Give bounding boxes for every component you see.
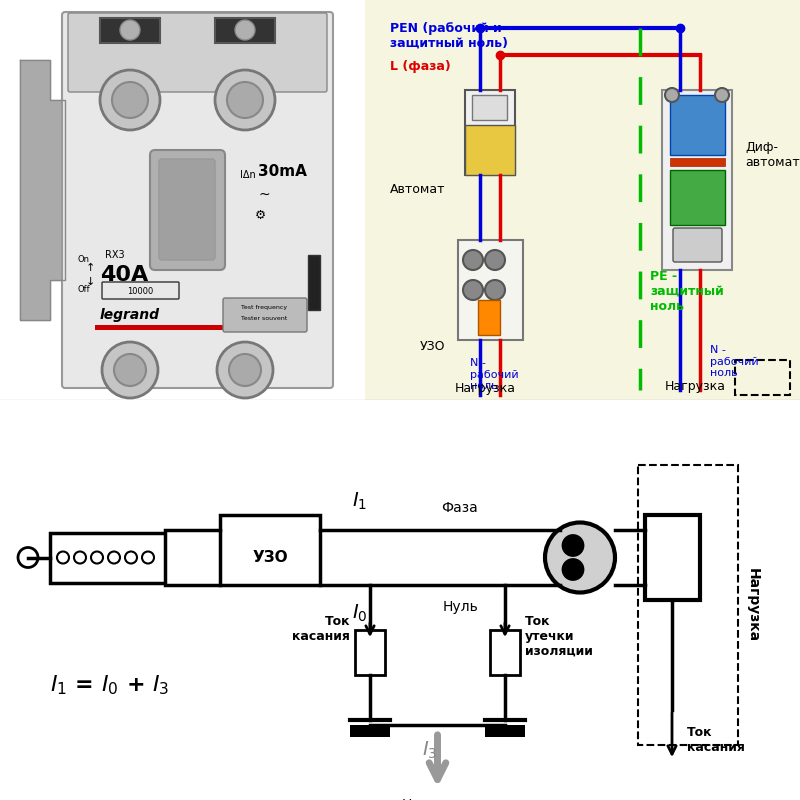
Text: legrand: legrand (100, 308, 160, 322)
Bar (365, 0, 800, 400)
Text: УЗО: УЗО (252, 550, 288, 565)
Text: ⚙: ⚙ (255, 209, 266, 222)
Text: Tester souvent: Tester souvent (241, 315, 287, 321)
Text: УЗО: УЗО (419, 340, 445, 353)
Text: Нагрузка: Нагрузка (454, 382, 515, 395)
Circle shape (227, 82, 263, 118)
Bar (638, 465, 738, 745)
FancyBboxPatch shape (62, 12, 333, 388)
Text: Ток
касания: Ток касания (687, 726, 745, 754)
FancyBboxPatch shape (150, 150, 225, 270)
Circle shape (463, 250, 483, 270)
Text: L (фаза): L (фаза) (390, 60, 450, 73)
Text: Test frequency: Test frequency (241, 306, 287, 310)
Text: ↑: ↑ (86, 263, 94, 273)
Circle shape (217, 342, 273, 398)
Text: 10000: 10000 (127, 286, 153, 295)
Bar (308, 255, 320, 310)
Bar (95, 325, 255, 330)
Circle shape (112, 82, 148, 118)
Bar (472, 95, 507, 120)
Text: $\mathit{I_3}$: $\mathit{I_3}$ (422, 739, 438, 761)
Bar (490, 630, 520, 675)
Bar (355, 630, 385, 675)
Text: На землю: На землю (402, 798, 473, 800)
Bar (670, 158, 725, 166)
Bar (735, 360, 790, 395)
Circle shape (120, 20, 140, 40)
Text: $\mathit{I_1}$ = $\mathit{I_0}$ + $\mathit{I_3}$: $\mathit{I_1}$ = $\mathit{I_0}$ + $\math… (50, 674, 170, 697)
Circle shape (485, 250, 505, 270)
Text: $\mathit{I_1}$: $\mathit{I_1}$ (353, 490, 367, 512)
FancyBboxPatch shape (68, 13, 327, 92)
Text: Нагрузка: Нагрузка (665, 380, 726, 393)
Bar (215, 18, 275, 43)
FancyBboxPatch shape (673, 228, 722, 262)
Circle shape (665, 88, 679, 102)
Bar (670, 95, 725, 155)
Text: ~: ~ (258, 188, 270, 202)
Circle shape (102, 342, 158, 398)
Text: PE -
защитный
ноль: PE - защитный ноль (650, 270, 724, 313)
Circle shape (715, 88, 729, 102)
Text: 30mA: 30mA (258, 165, 307, 179)
Circle shape (563, 559, 583, 579)
Bar (478, 300, 500, 335)
Text: Автомат: Автомат (390, 183, 445, 196)
Bar (645, 515, 700, 600)
Circle shape (215, 70, 275, 130)
Circle shape (114, 354, 146, 386)
Text: ↓: ↓ (86, 277, 94, 287)
Text: PEN (рабочий и
защитный ноль): PEN (рабочий и защитный ноль) (390, 22, 508, 50)
Circle shape (100, 70, 160, 130)
Circle shape (235, 20, 255, 40)
Circle shape (563, 535, 583, 555)
Text: Диф-
автомат: Диф- автомат (745, 141, 800, 169)
Text: RX3: RX3 (105, 250, 125, 260)
Text: Ток
утечки
изоляции: Ток утечки изоляции (525, 615, 593, 658)
FancyBboxPatch shape (223, 298, 307, 332)
Bar (465, 125, 515, 175)
Text: $\mathit{I_0}$: $\mathit{I_0}$ (352, 603, 368, 624)
Text: IΔn: IΔn (240, 170, 256, 180)
Text: Фаза: Фаза (442, 501, 478, 515)
FancyBboxPatch shape (159, 159, 215, 260)
Text: N -
рабочий
ноль: N - рабочий ноль (710, 345, 758, 378)
Text: Off: Off (78, 286, 90, 294)
Text: On: On (78, 255, 90, 265)
Bar (100, 18, 160, 43)
Text: Ток
касания: Ток касания (292, 615, 350, 643)
Text: Нагрузка: Нагрузка (746, 568, 760, 642)
Circle shape (463, 280, 483, 300)
Circle shape (545, 522, 615, 593)
Bar (350, 725, 390, 737)
Text: 40A: 40A (100, 265, 148, 285)
Polygon shape (20, 60, 65, 320)
Bar (220, 515, 320, 585)
Text: Нуль: Нуль (442, 600, 478, 614)
Bar (662, 90, 732, 270)
Bar (10, 10, 350, 390)
Bar (458, 240, 523, 340)
Circle shape (229, 354, 261, 386)
Bar (485, 725, 525, 737)
Bar (465, 125, 515, 175)
Bar (465, 90, 515, 175)
Text: N -
рабочий
ноль: N - рабочий ноль (470, 358, 518, 391)
Circle shape (485, 280, 505, 300)
Bar (50, 533, 165, 582)
FancyBboxPatch shape (102, 282, 179, 299)
Bar (670, 170, 725, 225)
